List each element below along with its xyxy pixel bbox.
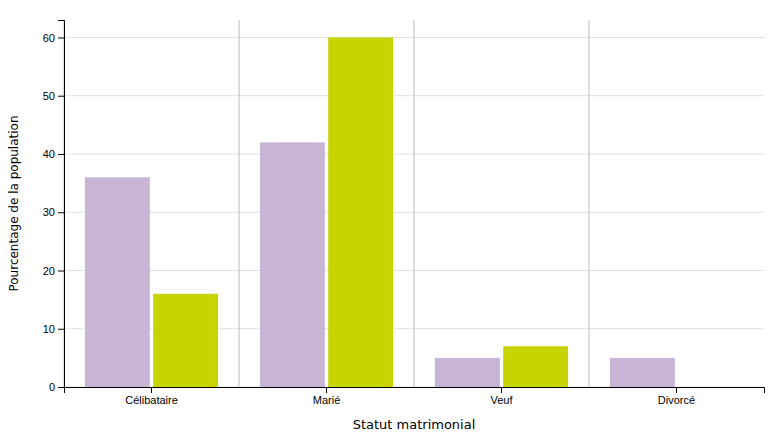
y-tick-mark [58, 329, 64, 330]
y-tick-mark [58, 212, 64, 213]
chart: 0 10 20 30 40 50 60 Célibataire Marié Veuf Divorcé… [0, 0, 784, 443]
y-tick-mark [58, 96, 64, 97]
bar [153, 294, 218, 387]
y-axis-title: Pourcentage de la population [7, 115, 21, 291]
y-tick-label: 20 [43, 265, 55, 277]
y-tick: 60 [43, 31, 64, 43]
y-tick: 20 [43, 265, 64, 277]
bar [328, 37, 393, 387]
bar [678, 387, 743, 388]
x-tick-mark [501, 387, 502, 393]
x-tick-label: Veuf [490, 394, 513, 406]
y-tick-label: 40 [43, 148, 55, 160]
y-tick-label: 60 [43, 31, 55, 43]
x-tick-mark [326, 387, 327, 393]
y-tick-label: 0 [49, 381, 55, 393]
x-tick-mark [151, 387, 152, 393]
x-tick: Veuf [490, 387, 513, 406]
y-axis: 0 10 20 30 40 50 60 [43, 21, 65, 394]
y-tick-label: 50 [43, 90, 55, 102]
bars [85, 37, 675, 387]
y-tick: 30 [43, 206, 64, 218]
y-axis-line [58, 21, 65, 388]
x-tick-label: Célibataire [125, 394, 178, 406]
y-tick-mark [58, 387, 64, 388]
x-tick: Marié [313, 387, 341, 406]
x-tick: Divorcé [658, 387, 695, 406]
y-tick: 0 [49, 381, 64, 393]
y-tick-mark [58, 154, 64, 155]
x-axis-line [65, 388, 765, 394]
bar [610, 358, 675, 387]
group-separator [589, 20, 590, 387]
x-tick-label: Divorcé [658, 394, 695, 406]
x-axis-title: Statut matrimonial [353, 417, 476, 432]
y-tick: 40 [43, 148, 64, 160]
y-tick-mark [58, 37, 64, 38]
x-axis: Célibataire Marié Veuf Divorcé [65, 387, 765, 406]
separators [64, 20, 589, 387]
plot: 0 10 20 30 40 50 60 Célibataire Marié Veuf Divorcé [43, 20, 765, 406]
bar [503, 346, 568, 387]
x-tick-label: Marié [313, 394, 341, 406]
y-tick-mark [58, 270, 64, 271]
bar [260, 142, 325, 387]
y-tick-label: 10 [43, 323, 55, 335]
x-tick: Célibataire [125, 387, 178, 406]
group-separator [239, 20, 240, 387]
x-tick-mark [676, 387, 677, 393]
y-tick-label: 30 [43, 206, 55, 218]
y-tick: 10 [43, 323, 64, 335]
group-separator [414, 20, 415, 387]
series [153, 37, 568, 387]
chart-container: 0 10 20 30 40 50 60 Célibataire Marié Veuf Divorcé… [0, 0, 784, 443]
y-tick: 50 [43, 90, 64, 102]
bar [85, 177, 150, 387]
bar [435, 358, 500, 387]
